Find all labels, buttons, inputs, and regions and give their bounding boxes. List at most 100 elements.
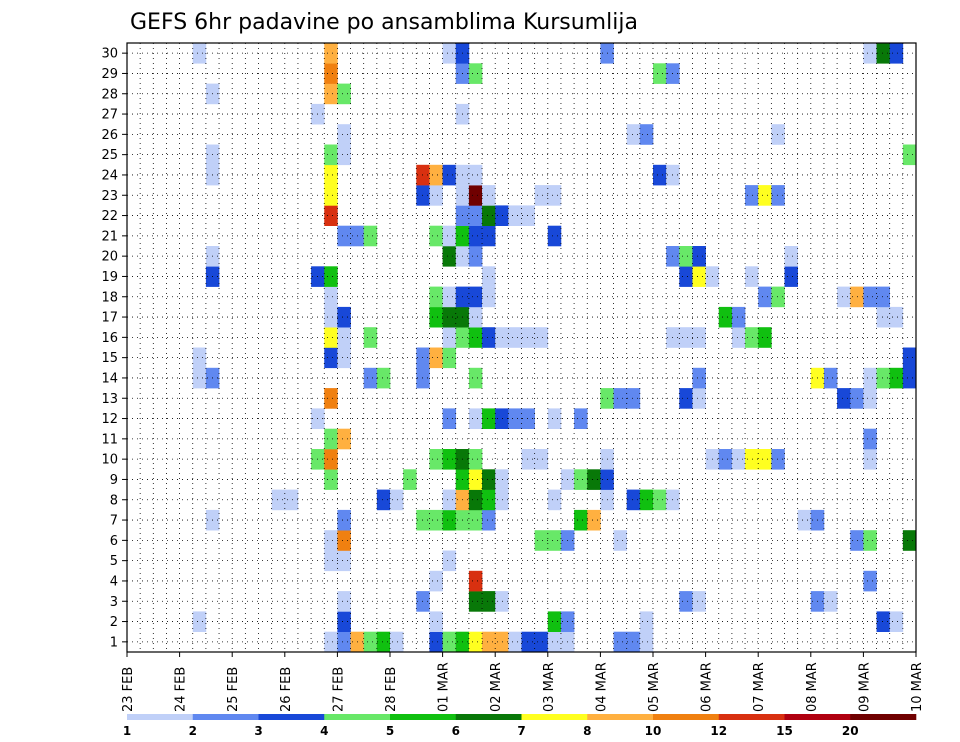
heatmap-cell — [784, 266, 798, 287]
heatmap-cell — [468, 306, 483, 328]
heatmap-cell — [416, 509, 430, 531]
heatmap-cell — [468, 185, 483, 206]
heatmap-cell — [863, 570, 877, 592]
colorbar-label: 8 — [583, 724, 591, 738]
heatmap-cell — [731, 306, 746, 328]
colorbar-label: 20 — [842, 724, 859, 738]
colorbar-segment — [127, 714, 194, 720]
y-tick-label: 19 — [101, 270, 118, 285]
heatmap-cell — [429, 225, 443, 247]
heatmap-cell — [508, 327, 522, 348]
heatmap-cell — [508, 631, 522, 653]
heatmap-cell — [442, 43, 457, 64]
heatmap-cell — [442, 631, 457, 653]
x-tick-label: 24 FEB — [174, 667, 189, 712]
heatmap-cell — [495, 489, 509, 511]
heatmap-cell — [429, 347, 443, 369]
y-tick-label: 26 — [101, 128, 118, 143]
heatmap-cell — [324, 43, 338, 64]
heatmap-cell — [534, 185, 549, 206]
heatmap-cell — [850, 530, 864, 551]
heatmap-cell — [324, 469, 338, 490]
heatmap-cell — [442, 509, 457, 531]
colorbar-segment — [521, 714, 588, 720]
heatmap-cell — [192, 43, 207, 64]
heatmap-cell — [271, 489, 286, 511]
heatmap-cell — [692, 266, 706, 287]
heatmap-cell — [745, 185, 759, 206]
x-tick-label: 01 MAR — [437, 662, 452, 712]
heatmap-cell — [639, 611, 654, 632]
heatmap-cell — [468, 286, 483, 308]
heatmap-cell — [771, 449, 785, 470]
heatmap-cell — [482, 185, 496, 206]
colorbar-label: 7 — [517, 724, 525, 738]
heatmap-cell — [876, 611, 890, 632]
heatmap-cell — [771, 286, 785, 308]
heatmap-cell — [429, 631, 443, 653]
heatmap-cell — [495, 327, 509, 348]
colorbar-segment — [390, 714, 457, 720]
heatmap-cell — [442, 246, 457, 267]
heatmap-cell — [337, 327, 351, 348]
colorbar-segment — [455, 714, 522, 720]
colorbar-segment — [587, 714, 654, 720]
heatmap-cell — [889, 611, 904, 632]
colorbar-label: 10 — [645, 724, 662, 738]
heatmap-cell — [482, 286, 496, 308]
heatmap-cell — [442, 449, 457, 470]
heatmap-cell — [574, 509, 588, 531]
heatmap-cell — [679, 246, 693, 267]
heatmap-cell — [508, 205, 522, 226]
colorbar-label: 15 — [776, 724, 793, 738]
heatmap-cell — [863, 449, 877, 470]
heatmap-cell — [679, 388, 693, 409]
y-tick-label: 5 — [110, 554, 118, 569]
heatmap-cell — [837, 388, 851, 409]
heatmap-cell — [863, 428, 877, 450]
plot-frame — [126, 42, 917, 653]
heatmap-cell — [324, 185, 338, 206]
x-tick-label: 08 MAR — [805, 662, 820, 712]
heatmap-cell — [324, 144, 338, 166]
heatmap-cell — [390, 631, 404, 653]
y-tick-label: 8 — [110, 493, 118, 508]
heatmap-cell — [547, 408, 562, 429]
heatmap-cell — [324, 388, 338, 409]
heatmap-cell — [495, 631, 509, 653]
heatmap-cell — [482, 509, 496, 531]
heatmap-cell — [429, 185, 443, 206]
heatmap-cell — [442, 225, 457, 247]
heatmap-cell — [495, 591, 509, 612]
heatmap-cell — [758, 185, 772, 206]
heatmap-cell — [363, 631, 378, 653]
heatmap-cell — [731, 327, 746, 348]
heatmap-cell — [468, 367, 483, 389]
heatmap-cell — [534, 530, 549, 551]
x-axis: 23 FEB 24 FEB 25 FEB 26 FEB 27 FEB 28 FEB 01 M… — [121, 652, 925, 712]
y-tick-label: 12 — [101, 412, 118, 427]
colorbar-label: 1 — [123, 724, 131, 738]
heatmap-cell — [337, 530, 351, 551]
x-tick-label: 25 FEB — [226, 667, 241, 712]
heatmap-cell — [324, 306, 338, 328]
heatmap-cell — [547, 530, 562, 551]
heatmap-cell — [679, 266, 693, 287]
heatmap-cell — [337, 144, 351, 166]
heatmap-cell — [482, 489, 496, 511]
y-tick-label: 14 — [101, 371, 118, 386]
x-tick-label: 26 FEB — [279, 667, 294, 712]
heatmap-cell — [889, 43, 904, 64]
chart-title: GEFS 6hr padavine po ansamblima Kursumli… — [130, 10, 638, 35]
heatmap-cell — [534, 327, 549, 348]
heatmap-cell — [363, 327, 378, 348]
heatmap-cell — [442, 306, 457, 328]
x-tick-label: 05 MAR — [647, 662, 662, 712]
heatmap-cell — [337, 225, 351, 247]
heatmap-cell — [416, 185, 430, 206]
heatmap-cell — [192, 611, 207, 632]
heatmap-cell — [324, 428, 338, 450]
heatmap-cell — [863, 530, 877, 551]
heatmap-cell — [482, 469, 496, 490]
heatmap-cell — [613, 388, 627, 409]
